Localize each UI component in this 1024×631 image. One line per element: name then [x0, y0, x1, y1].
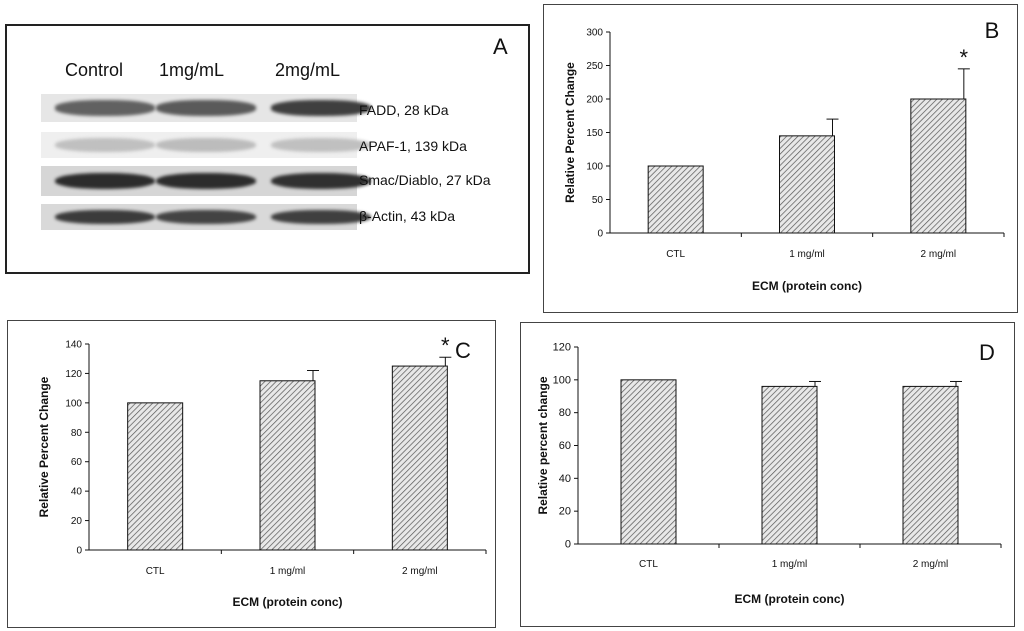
y-tick-label: 50 [592, 195, 604, 206]
y-tick-label: 120 [65, 369, 82, 380]
y-tick-label: 40 [559, 473, 571, 485]
bar-chart-b: 0 50 100 150 200 250 300 CTL 1 mg/ml * 2 mg/ml ECM … [563, 18, 1005, 293]
y-tick-label: 250 [586, 61, 603, 72]
y-tick-label: 80 [559, 407, 571, 419]
lane-label-1mg: 1mg/mL [159, 60, 225, 80]
y-axis-title: Relative Percent Change [37, 376, 51, 517]
y-tick-label: 0 [565, 539, 571, 551]
y-tick-label: 140 [65, 340, 82, 351]
blot-strip-smac [41, 166, 371, 196]
y-tick-label: 150 [586, 128, 603, 139]
panel-letter: C [455, 338, 471, 363]
blot-band [55, 137, 155, 153]
band-label-actin: β-Actin, 43 kDa [359, 208, 455, 224]
blot-band [271, 100, 371, 116]
x-category-label: 2 mg/ml [913, 559, 949, 570]
western-blot-panel: A Control 1mg/mL 2mg/mL FADD, 28 kDa APA… [5, 24, 530, 274]
bar [259, 380, 316, 551]
bar [902, 385, 959, 545]
blot-band [271, 137, 371, 153]
significance-marker: * [441, 333, 450, 358]
y-tick-label: 20 [71, 516, 83, 527]
panel-letter-a: A [493, 34, 508, 59]
x-axis-title: ECM (protein conc) [752, 279, 862, 293]
bar-chart-d: 0 20 40 60 80 100 120 CTL 1 mg/ml 2 mg/ml ECM (pro… [536, 340, 1002, 606]
x-axis-title: ECM (protein conc) [233, 595, 343, 609]
bar [391, 365, 448, 551]
x-category-label: 2 mg/ml [921, 249, 957, 260]
y-tick-label: 200 [586, 95, 603, 106]
blot-band [55, 209, 155, 225]
x-category-label: 1 mg/ml [270, 566, 306, 577]
band-label-apaf1: APAF-1, 139 kDa [359, 138, 467, 154]
y-tick-label: 20 [559, 506, 571, 518]
bar-chart-panel-b: 0 50 100 150 200 250 300 CTL 1 mg/ml * 2 mg/ml ECM … [543, 4, 1018, 313]
x-category-label: 2 mg/ml [402, 566, 438, 577]
x-axis-title: ECM (protein conc) [735, 592, 845, 606]
lane-label-control: Control [65, 60, 124, 80]
y-tick-label: 100 [553, 374, 571, 386]
blot-band [271, 209, 371, 225]
bar [127, 402, 184, 551]
bar [779, 135, 835, 234]
bar-chart-panel-d: 0 20 40 60 80 100 120 CTL 1 mg/ml 2 mg/ml ECM (pro… [520, 322, 1015, 627]
x-category-label: CTL [146, 566, 165, 577]
blot-band [156, 172, 256, 190]
y-tick-label: 0 [597, 229, 603, 240]
lane-label-2mg: 2mg/mL [275, 60, 341, 80]
y-tick-label: 0 [76, 546, 82, 557]
band-label-fadd: FADD, 28 kDa [359, 102, 449, 118]
x-category-label: 1 mg/ml [772, 559, 808, 570]
bar [647, 165, 704, 234]
y-tick-label: 120 [553, 342, 571, 354]
y-axis-title: Relative percent change [536, 376, 550, 514]
panel-letter: B [985, 18, 1000, 43]
blot-band [55, 100, 155, 116]
x-category-label: CTL [639, 559, 658, 570]
blot-band [156, 137, 256, 153]
y-axis-title: Relative Percent Change [563, 62, 577, 203]
y-tick-label: 60 [71, 457, 83, 468]
blot-strip-actin [41, 204, 371, 230]
blot-band [156, 209, 256, 225]
y-tick-label: 60 [559, 440, 571, 452]
blot-band [156, 100, 256, 116]
blot-strip-apaf1 [41, 132, 371, 158]
blot-band [55, 172, 155, 190]
x-category-label: CTL [666, 249, 685, 260]
panel-letter: D [979, 340, 995, 365]
y-tick-label: 100 [586, 162, 603, 173]
y-tick-label: 100 [65, 398, 82, 409]
blot-band [271, 172, 371, 190]
blot-strip-fadd [41, 94, 371, 122]
x-category-label: 1 mg/ml [789, 249, 825, 260]
bar [620, 379, 677, 545]
significance-marker: * [960, 45, 969, 70]
bar-chart-panel-c: 0 20 40 60 80 100 120 140 CTL 1 mg/ml * 2 mg/ml ECM … [7, 320, 496, 628]
y-tick-label: 40 [71, 487, 83, 498]
band-label-smac: Smac/Diablo, 27 kDa [359, 172, 491, 188]
bar-chart-c: 0 20 40 60 80 100 120 140 CTL 1 mg/ml * 2 mg/ml ECM … [37, 333, 487, 609]
bar [910, 98, 967, 234]
bar [761, 385, 818, 545]
y-tick-label: 80 [71, 428, 83, 439]
y-tick-label: 300 [586, 28, 603, 39]
